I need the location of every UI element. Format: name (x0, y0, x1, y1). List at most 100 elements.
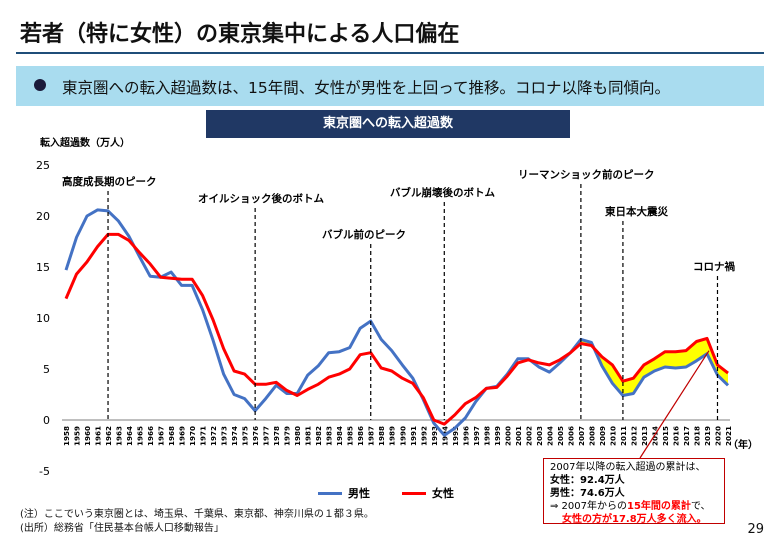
x-tick-label: 2014 (650, 426, 659, 446)
x-tick-label: 2017 (682, 426, 691, 446)
annotation-label: 東日本大震災 (605, 205, 668, 218)
y-axis-label: 転入超過数（万人） (40, 136, 130, 149)
x-tick-label: 2004 (545, 426, 554, 446)
x-tick-label: 2000 (503, 426, 512, 446)
x-tick-label: 1983 (325, 426, 334, 446)
x-tick-label: 2013 (640, 426, 649, 446)
x-tick-label: 1959 (73, 426, 82, 446)
x-tick-label: 2009 (598, 426, 607, 446)
x-tick-label: 1967 (157, 426, 166, 446)
x-tick-label: 2018 (692, 426, 701, 446)
title-divider (16, 52, 764, 54)
x-tick-label: 1969 (178, 426, 187, 446)
cumulative-callout: 2007年以降の転入超過の累計は、 女性：92.4万人 男性：74.6万人 ⇒ … (543, 458, 725, 525)
x-tick-label: 1987 (367, 426, 376, 446)
x-tick-label: 2005 (556, 426, 565, 446)
x-tick-label: 1997 (472, 426, 481, 446)
difference-fill-layer (580, 338, 728, 396)
callout-line3: 男性：74.6万人 (550, 488, 625, 499)
footnote-definition: (注）ここでいう東京圏とは、埼玉県、千葉県、東京都、神奈川県の１都３県。 (20, 509, 374, 520)
x-tick-label: 2012 (629, 426, 638, 446)
x-tick-label: 1978 (272, 426, 281, 446)
y-tick-label: 0 (43, 414, 50, 427)
lines-layer (64, 208, 730, 437)
x-tick-label: 1962 (104, 426, 113, 446)
legend-male-swatch (318, 492, 342, 495)
x-tick-label: 1998 (482, 426, 491, 446)
callout-line4: ⇒ 2007年からの15年間の累計で、 (550, 501, 711, 512)
male-series-line (64, 208, 730, 437)
y-tick-label: 5 (43, 363, 50, 376)
annotation-label: 高度成長期のピーク (62, 175, 157, 188)
x-tick-label: 1993 (430, 426, 439, 446)
x-tick-label: 1968 (167, 426, 176, 446)
y-tick-label: -5 (39, 465, 50, 478)
annotation-label: バブル崩壊後のボトム (390, 186, 495, 199)
x-tick-label: 2007 (577, 426, 586, 446)
x-tick-label: 1965 (136, 426, 145, 446)
x-tick-label: 2002 (524, 426, 533, 446)
x-tick-label: 2019 (703, 426, 712, 446)
x-tick-label: 1961 (94, 426, 103, 446)
x-tick-label: 1992 (419, 426, 428, 446)
x-tick-label: 2006 (566, 426, 575, 446)
x-tick-label: 1964 (125, 426, 134, 446)
x-tick-label: 1981 (304, 426, 313, 446)
x-tick-label: 1988 (377, 426, 386, 446)
x-tick-label: 1960 (83, 426, 92, 446)
x-tick-label: 1975 (241, 426, 250, 446)
x-tick-label: 1990 (398, 426, 407, 446)
x-tick-label: 2003 (535, 426, 544, 446)
x-tick-label: 1970 (188, 426, 197, 446)
x-tick-label: 2020 (713, 426, 722, 446)
annotation-label: コロナ禍 (693, 260, 735, 273)
x-tick-label: 1973 (220, 426, 229, 446)
x-tick-label: 1976 (251, 426, 260, 446)
x-tick-label: 1971 (199, 426, 208, 446)
x-tick-label: 1974 (230, 426, 239, 446)
x-tick-label: 2016 (671, 426, 680, 446)
x-tick-label: 1966 (146, 426, 155, 446)
x-tick-label: 1991 (409, 426, 418, 446)
x-tick-label: 1980 (293, 426, 302, 446)
x-tick-label: 2010 (608, 426, 617, 446)
x-tick-label: 1984 (335, 426, 344, 446)
annotation-label: オイルショック後のボトム (198, 192, 324, 205)
x-tick-label: 2011 (619, 426, 628, 446)
x-tick-label: 1982 (314, 426, 323, 446)
page-number: 29 (747, 522, 764, 537)
callout-line5: 女性の方が17.8万人多く流入。 (562, 514, 707, 525)
x-tick-label: 2001 (514, 426, 523, 446)
x-tick-label: 1963 (115, 426, 124, 446)
x-tick-label: 1972 (209, 426, 218, 446)
annotation-label: バブル前のピーク (322, 228, 406, 241)
legend-male-label: 男性 (348, 487, 370, 500)
callout-line1: 2007年以降の転入超過の累計は、 (550, 462, 706, 473)
x-axis-label: （年） (728, 438, 758, 451)
female-series-line (64, 232, 729, 426)
callout-line2: 女性：92.4万人 (550, 475, 625, 486)
legend-female-swatch (402, 492, 426, 495)
y-tick-label: 10 (36, 312, 50, 325)
footnote-source: (出所）総務省「住民基本台帳人口移動報告」 (20, 523, 224, 534)
x-tick-label: 2021 (724, 426, 733, 446)
legend-female-label: 女性 (432, 487, 454, 500)
summary-text: 東京圏への転入超過数は、15年間、女性が男性を上回って推移。コロナ以降も同傾向。 (62, 79, 670, 97)
x-tick-label: 1985 (346, 426, 355, 446)
x-tick-label: 1995 (451, 426, 460, 446)
x-tick-label: 1986 (356, 426, 365, 446)
annotation-label: リーマンショック前のピーク (518, 168, 655, 181)
summary-banner: 東京圏への転入超過数は、15年間、女性が男性を上回って推移。コロナ以降も同傾向。 (16, 66, 764, 106)
callout-pointer (639, 350, 710, 459)
x-tick-label: 1996 (461, 426, 470, 446)
x-tick-label: 1979 (283, 426, 292, 446)
x-tick-label: 1989 (388, 426, 397, 446)
y-tick-label: 25 (36, 159, 50, 172)
x-tick-label: 2015 (661, 426, 670, 446)
x-tick-label: 1999 (493, 426, 502, 446)
x-tick-label: 1977 (262, 426, 271, 446)
page-title: 若者（特に女性）の東京集中による人口偏在 (20, 22, 460, 47)
x-tick-label: 1958 (62, 426, 71, 446)
